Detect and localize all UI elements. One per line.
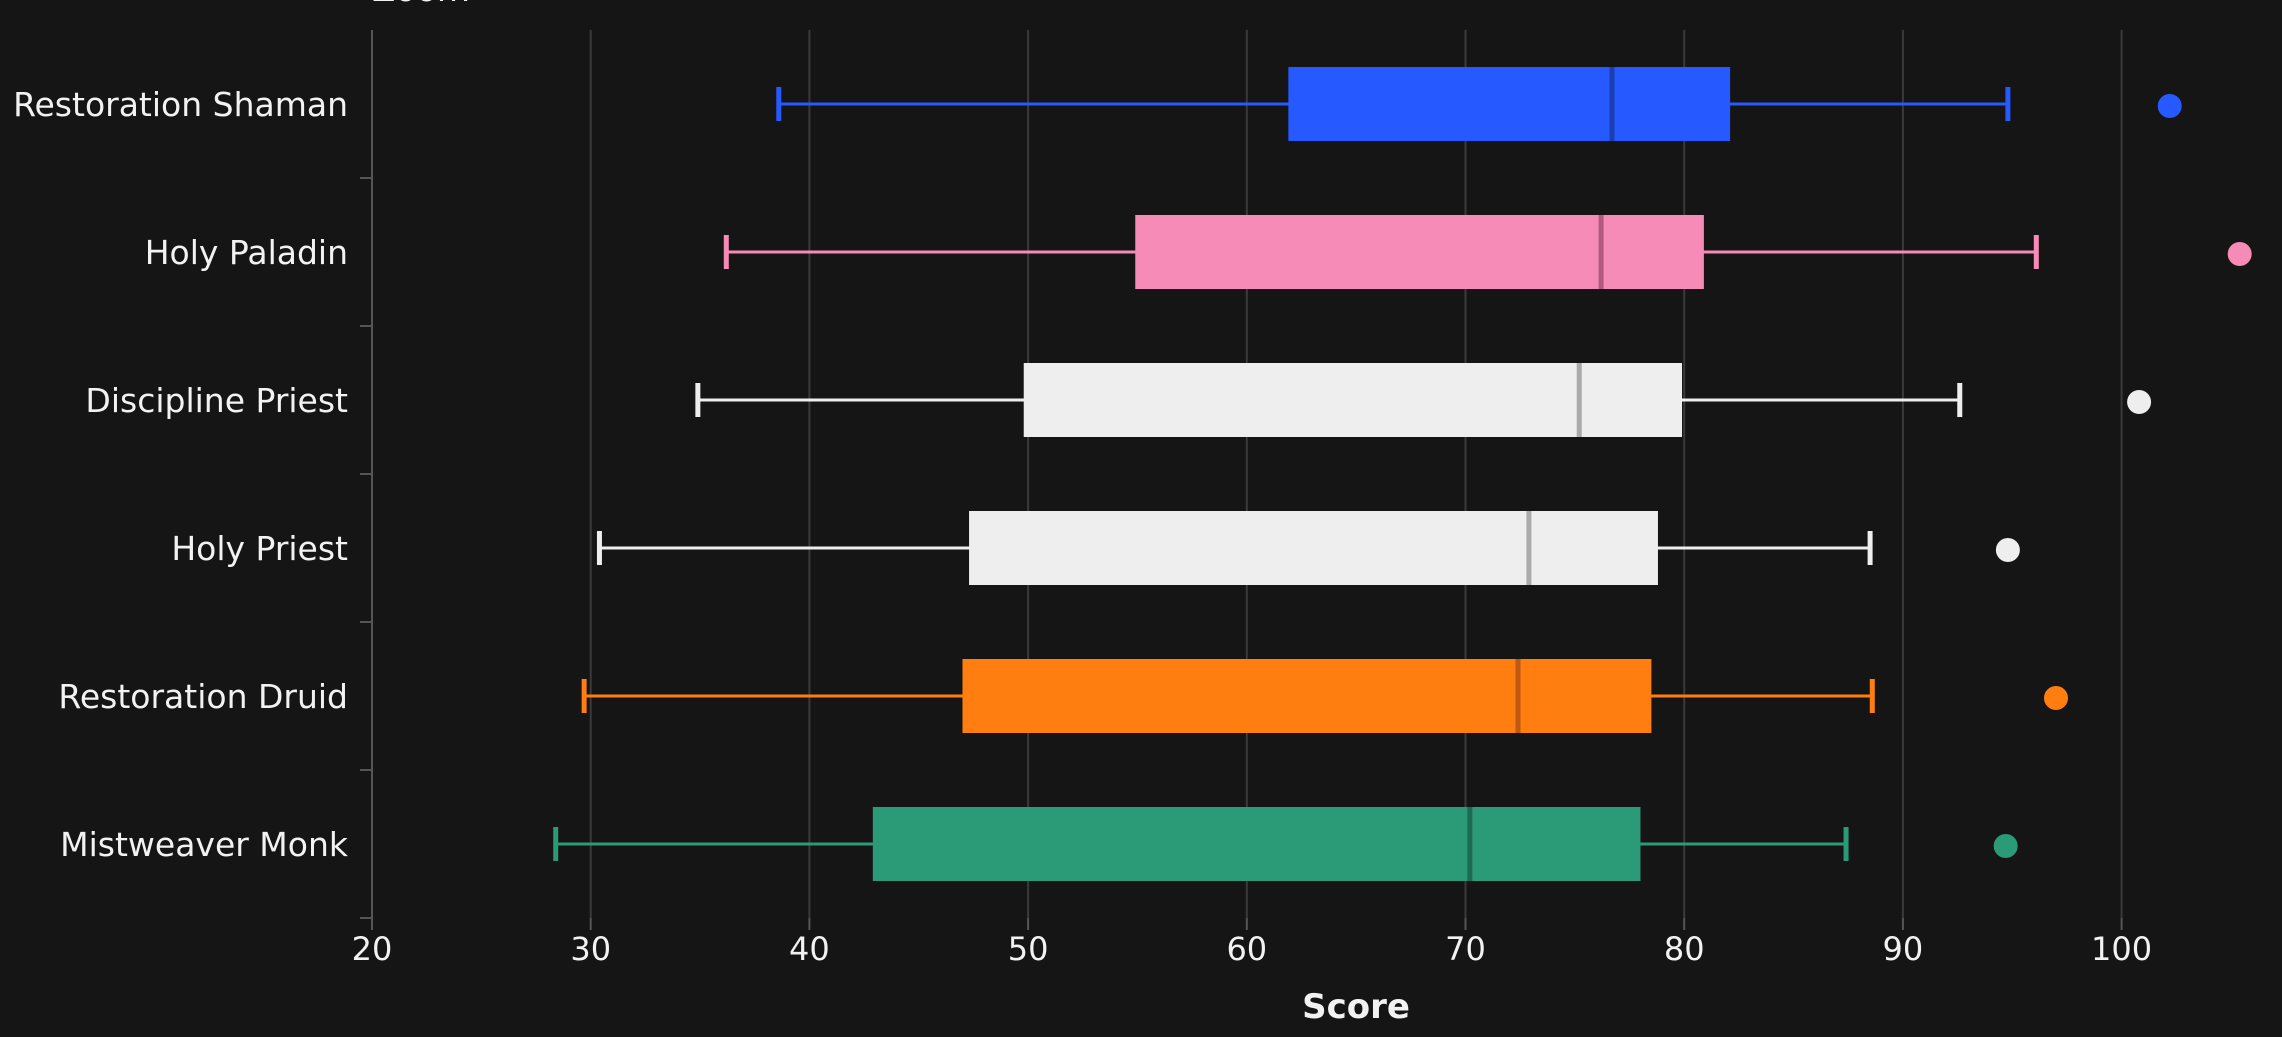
category-label: Holy Paladin	[145, 233, 348, 272]
iqr-box	[1135, 215, 1704, 289]
category-label: Mistweaver Monk	[60, 825, 349, 864]
outlier-point	[1995, 538, 2020, 562]
x-tick-label: 40	[789, 930, 830, 968]
x-tick-label: 50	[1008, 930, 1049, 968]
outlier-point	[2043, 686, 2068, 710]
box-restoration-druid	[581, 659, 2068, 733]
iqr-box	[1023, 363, 1683, 437]
iqr-box	[969, 511, 1658, 585]
box-mistweaver-monk	[553, 807, 2018, 881]
outlier-point	[1993, 834, 2018, 858]
outlier-point	[2127, 390, 2152, 414]
category-label: Discipline Priest	[85, 381, 348, 420]
category-label: Restoration Shaman	[13, 85, 348, 124]
category-label: Restoration Druid	[58, 677, 348, 716]
x-tick-labels: 20 30 40 50 60 70 80 90 100	[352, 930, 2152, 968]
iqr-box	[962, 659, 1652, 733]
axes	[360, 30, 2123, 930]
x-tick-label: 80	[1664, 930, 1705, 968]
box-holy-paladin	[723, 215, 2252, 289]
outlier-point	[2157, 94, 2182, 118]
box-holy-priest	[596, 511, 2020, 585]
zoom-label: Zoom	[372, 0, 470, 10]
x-tick-label: 90	[1883, 930, 1924, 968]
grid-lines	[589, 30, 2123, 918]
boxes	[553, 67, 2252, 881]
x-tick-label: 30	[570, 930, 611, 968]
iqr-box	[1288, 67, 1731, 141]
category-label: Holy Priest	[171, 529, 348, 568]
outlier-point	[2227, 242, 2252, 266]
box-discipline-priest	[695, 363, 2152, 437]
box-restoration-shaman	[776, 67, 2182, 141]
x-tick-label: 70	[1445, 930, 1486, 968]
x-axis-label: Score	[1302, 987, 1410, 1027]
iqr-box	[872, 807, 1641, 881]
category-labels: Restoration Shaman Holy Paladin Discipline…	[13, 85, 349, 864]
x-tick-label: 60	[1226, 930, 1267, 968]
x-tick-label: 100	[2091, 930, 2152, 968]
x-tick-label: 20	[352, 930, 393, 968]
